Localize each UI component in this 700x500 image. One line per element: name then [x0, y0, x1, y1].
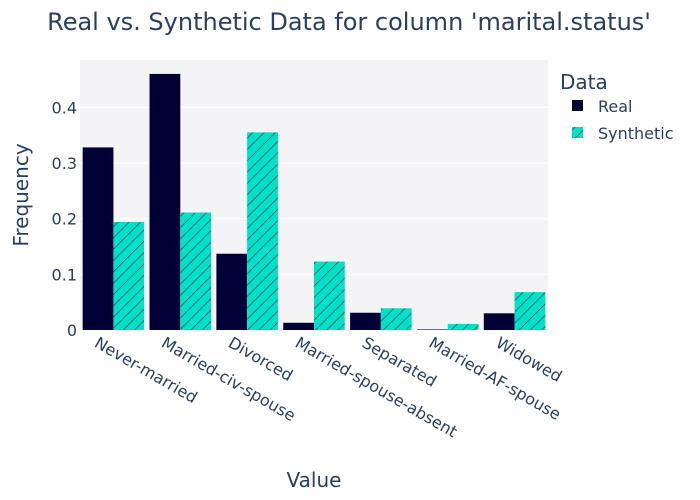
bar-synthetic-married-af-spouse	[447, 323, 479, 330]
y-axis-ticks: 0 0.1 0.2 0.3 0.4	[52, 98, 77, 340]
bar-synthetic-widowed	[514, 292, 546, 330]
bar-real-married-civ-spouse	[149, 73, 181, 330]
bar-real-divorced	[216, 253, 248, 330]
legend-swatch-synthetic	[572, 127, 583, 138]
x-axis-title: Value	[287, 468, 342, 492]
legend: Data Real Synthetic	[560, 70, 674, 143]
bar-synthetic-divorced	[247, 132, 278, 330]
chart-title: Real vs. Synthetic Data for column 'mari…	[47, 8, 651, 36]
legend-title: Data	[560, 70, 608, 94]
x-axis-ticks: Never-marriedMarried-civ-spouseDivorcedM…	[91, 333, 565, 441]
y-tick-label: 0.3	[52, 154, 77, 173]
y-tick-label: 0	[67, 321, 77, 340]
y-tick-label: 0.1	[52, 265, 77, 284]
bar-real-never-married	[82, 147, 114, 330]
bar-synthetic-married-civ-spouse	[180, 212, 212, 330]
bar-real-separated	[350, 312, 381, 330]
legend-label-synthetic: Synthetic	[598, 124, 674, 143]
bar-synthetic-married-spouse-absent	[314, 261, 345, 330]
legend-label-real: Real	[598, 97, 633, 116]
bar-real-married-af-spouse	[416, 329, 448, 330]
y-tick-label: 0.4	[52, 98, 77, 117]
legend-swatch-real	[572, 100, 583, 111]
y-axis-title: Frequency	[9, 143, 33, 246]
bar-real-widowed	[483, 313, 515, 330]
y-tick-label: 0.2	[52, 210, 77, 229]
bar-synthetic-never-married	[113, 222, 145, 330]
bar-real-married-spouse-absent	[283, 322, 314, 330]
bar-synthetic-separated	[380, 308, 412, 330]
bars	[82, 73, 546, 330]
